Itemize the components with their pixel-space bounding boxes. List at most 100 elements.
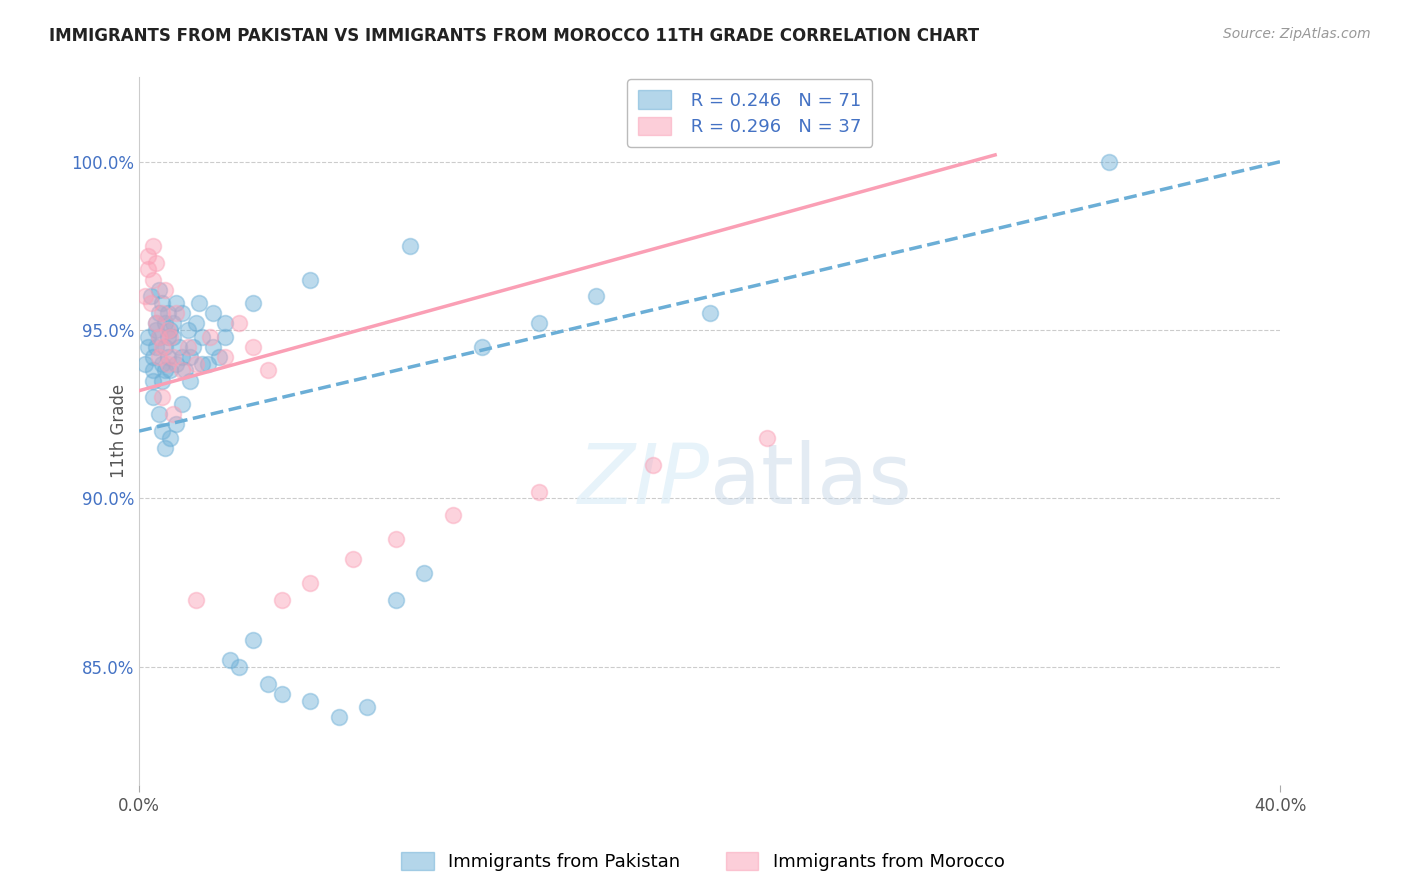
Point bbox=[165, 417, 187, 432]
Point bbox=[470, 340, 492, 354]
Point bbox=[156, 350, 179, 364]
Point bbox=[136, 330, 159, 344]
Point bbox=[176, 340, 198, 354]
Point bbox=[150, 296, 173, 310]
Point bbox=[527, 484, 550, 499]
Point bbox=[139, 289, 162, 303]
Point bbox=[188, 296, 211, 310]
Point bbox=[153, 316, 176, 330]
Point bbox=[202, 340, 225, 354]
Point bbox=[145, 255, 167, 269]
Point bbox=[191, 357, 214, 371]
Point bbox=[342, 552, 364, 566]
Point bbox=[191, 330, 214, 344]
Point bbox=[142, 374, 165, 388]
Point bbox=[136, 340, 159, 354]
Point bbox=[148, 283, 170, 297]
Point bbox=[142, 350, 165, 364]
Point bbox=[145, 316, 167, 330]
Point bbox=[186, 357, 208, 371]
Point bbox=[139, 296, 162, 310]
Point bbox=[208, 350, 231, 364]
Point bbox=[186, 592, 208, 607]
Legend:  R = 0.246   N = 71,  R = 0.296   N = 37: R = 0.246 N = 71, R = 0.296 N = 37 bbox=[627, 79, 872, 147]
Point bbox=[142, 239, 165, 253]
Point bbox=[148, 350, 170, 364]
Point bbox=[755, 431, 778, 445]
Point bbox=[165, 296, 187, 310]
Point bbox=[214, 350, 236, 364]
Point bbox=[150, 340, 173, 354]
Text: IMMIGRANTS FROM PAKISTAN VS IMMIGRANTS FROM MOROCCO 11TH GRADE CORRELATION CHART: IMMIGRANTS FROM PAKISTAN VS IMMIGRANTS F… bbox=[49, 27, 980, 45]
Point bbox=[186, 316, 208, 330]
Point bbox=[165, 306, 187, 320]
Point bbox=[162, 350, 184, 364]
Point bbox=[162, 316, 184, 330]
Point bbox=[256, 676, 278, 690]
Text: atlas: atlas bbox=[710, 440, 911, 521]
Point bbox=[156, 323, 179, 337]
Point bbox=[202, 306, 225, 320]
Point bbox=[159, 363, 181, 377]
Point bbox=[328, 710, 350, 724]
Point bbox=[159, 431, 181, 445]
Point bbox=[197, 357, 219, 371]
Point bbox=[228, 660, 250, 674]
Point bbox=[399, 239, 422, 253]
Point bbox=[200, 330, 222, 344]
Point bbox=[145, 340, 167, 354]
Point bbox=[170, 397, 193, 411]
Point bbox=[159, 330, 181, 344]
Point bbox=[148, 407, 170, 421]
Point bbox=[153, 363, 176, 377]
Point bbox=[219, 653, 242, 667]
Point bbox=[150, 424, 173, 438]
Point bbox=[179, 350, 201, 364]
Point bbox=[150, 391, 173, 405]
Point bbox=[142, 272, 165, 286]
Point bbox=[299, 272, 322, 286]
Point bbox=[153, 283, 176, 297]
Point bbox=[134, 289, 156, 303]
Point bbox=[170, 363, 193, 377]
Point bbox=[256, 363, 278, 377]
Point bbox=[170, 350, 193, 364]
Point bbox=[153, 340, 176, 354]
Point bbox=[170, 306, 193, 320]
Text: ZIP: ZIP bbox=[578, 440, 710, 521]
Point bbox=[136, 262, 159, 277]
Point bbox=[134, 357, 156, 371]
Point bbox=[699, 306, 721, 320]
Point bbox=[242, 632, 264, 647]
Point bbox=[173, 363, 195, 377]
Point bbox=[167, 340, 190, 354]
Point bbox=[385, 532, 408, 546]
Point bbox=[148, 306, 170, 320]
Point bbox=[159, 323, 181, 337]
Point bbox=[242, 296, 264, 310]
Legend: Immigrants from Pakistan, Immigrants from Morocco: Immigrants from Pakistan, Immigrants fro… bbox=[394, 845, 1012, 879]
Point bbox=[385, 592, 408, 607]
Point bbox=[156, 306, 179, 320]
Point bbox=[150, 306, 173, 320]
Point bbox=[413, 566, 436, 580]
Point bbox=[356, 700, 378, 714]
Text: Source: ZipAtlas.com: Source: ZipAtlas.com bbox=[1223, 27, 1371, 41]
Point bbox=[136, 249, 159, 263]
Point bbox=[156, 330, 179, 344]
Point bbox=[150, 357, 173, 371]
Point bbox=[145, 316, 167, 330]
Point bbox=[148, 330, 170, 344]
Point bbox=[214, 316, 236, 330]
Point bbox=[299, 693, 322, 707]
Point bbox=[165, 357, 187, 371]
Point bbox=[179, 374, 201, 388]
Point bbox=[585, 289, 607, 303]
Point bbox=[162, 330, 184, 344]
Point bbox=[181, 340, 204, 354]
Point bbox=[641, 458, 664, 472]
Point bbox=[228, 316, 250, 330]
Point bbox=[148, 330, 170, 344]
Point bbox=[176, 323, 198, 337]
Point bbox=[1098, 154, 1121, 169]
